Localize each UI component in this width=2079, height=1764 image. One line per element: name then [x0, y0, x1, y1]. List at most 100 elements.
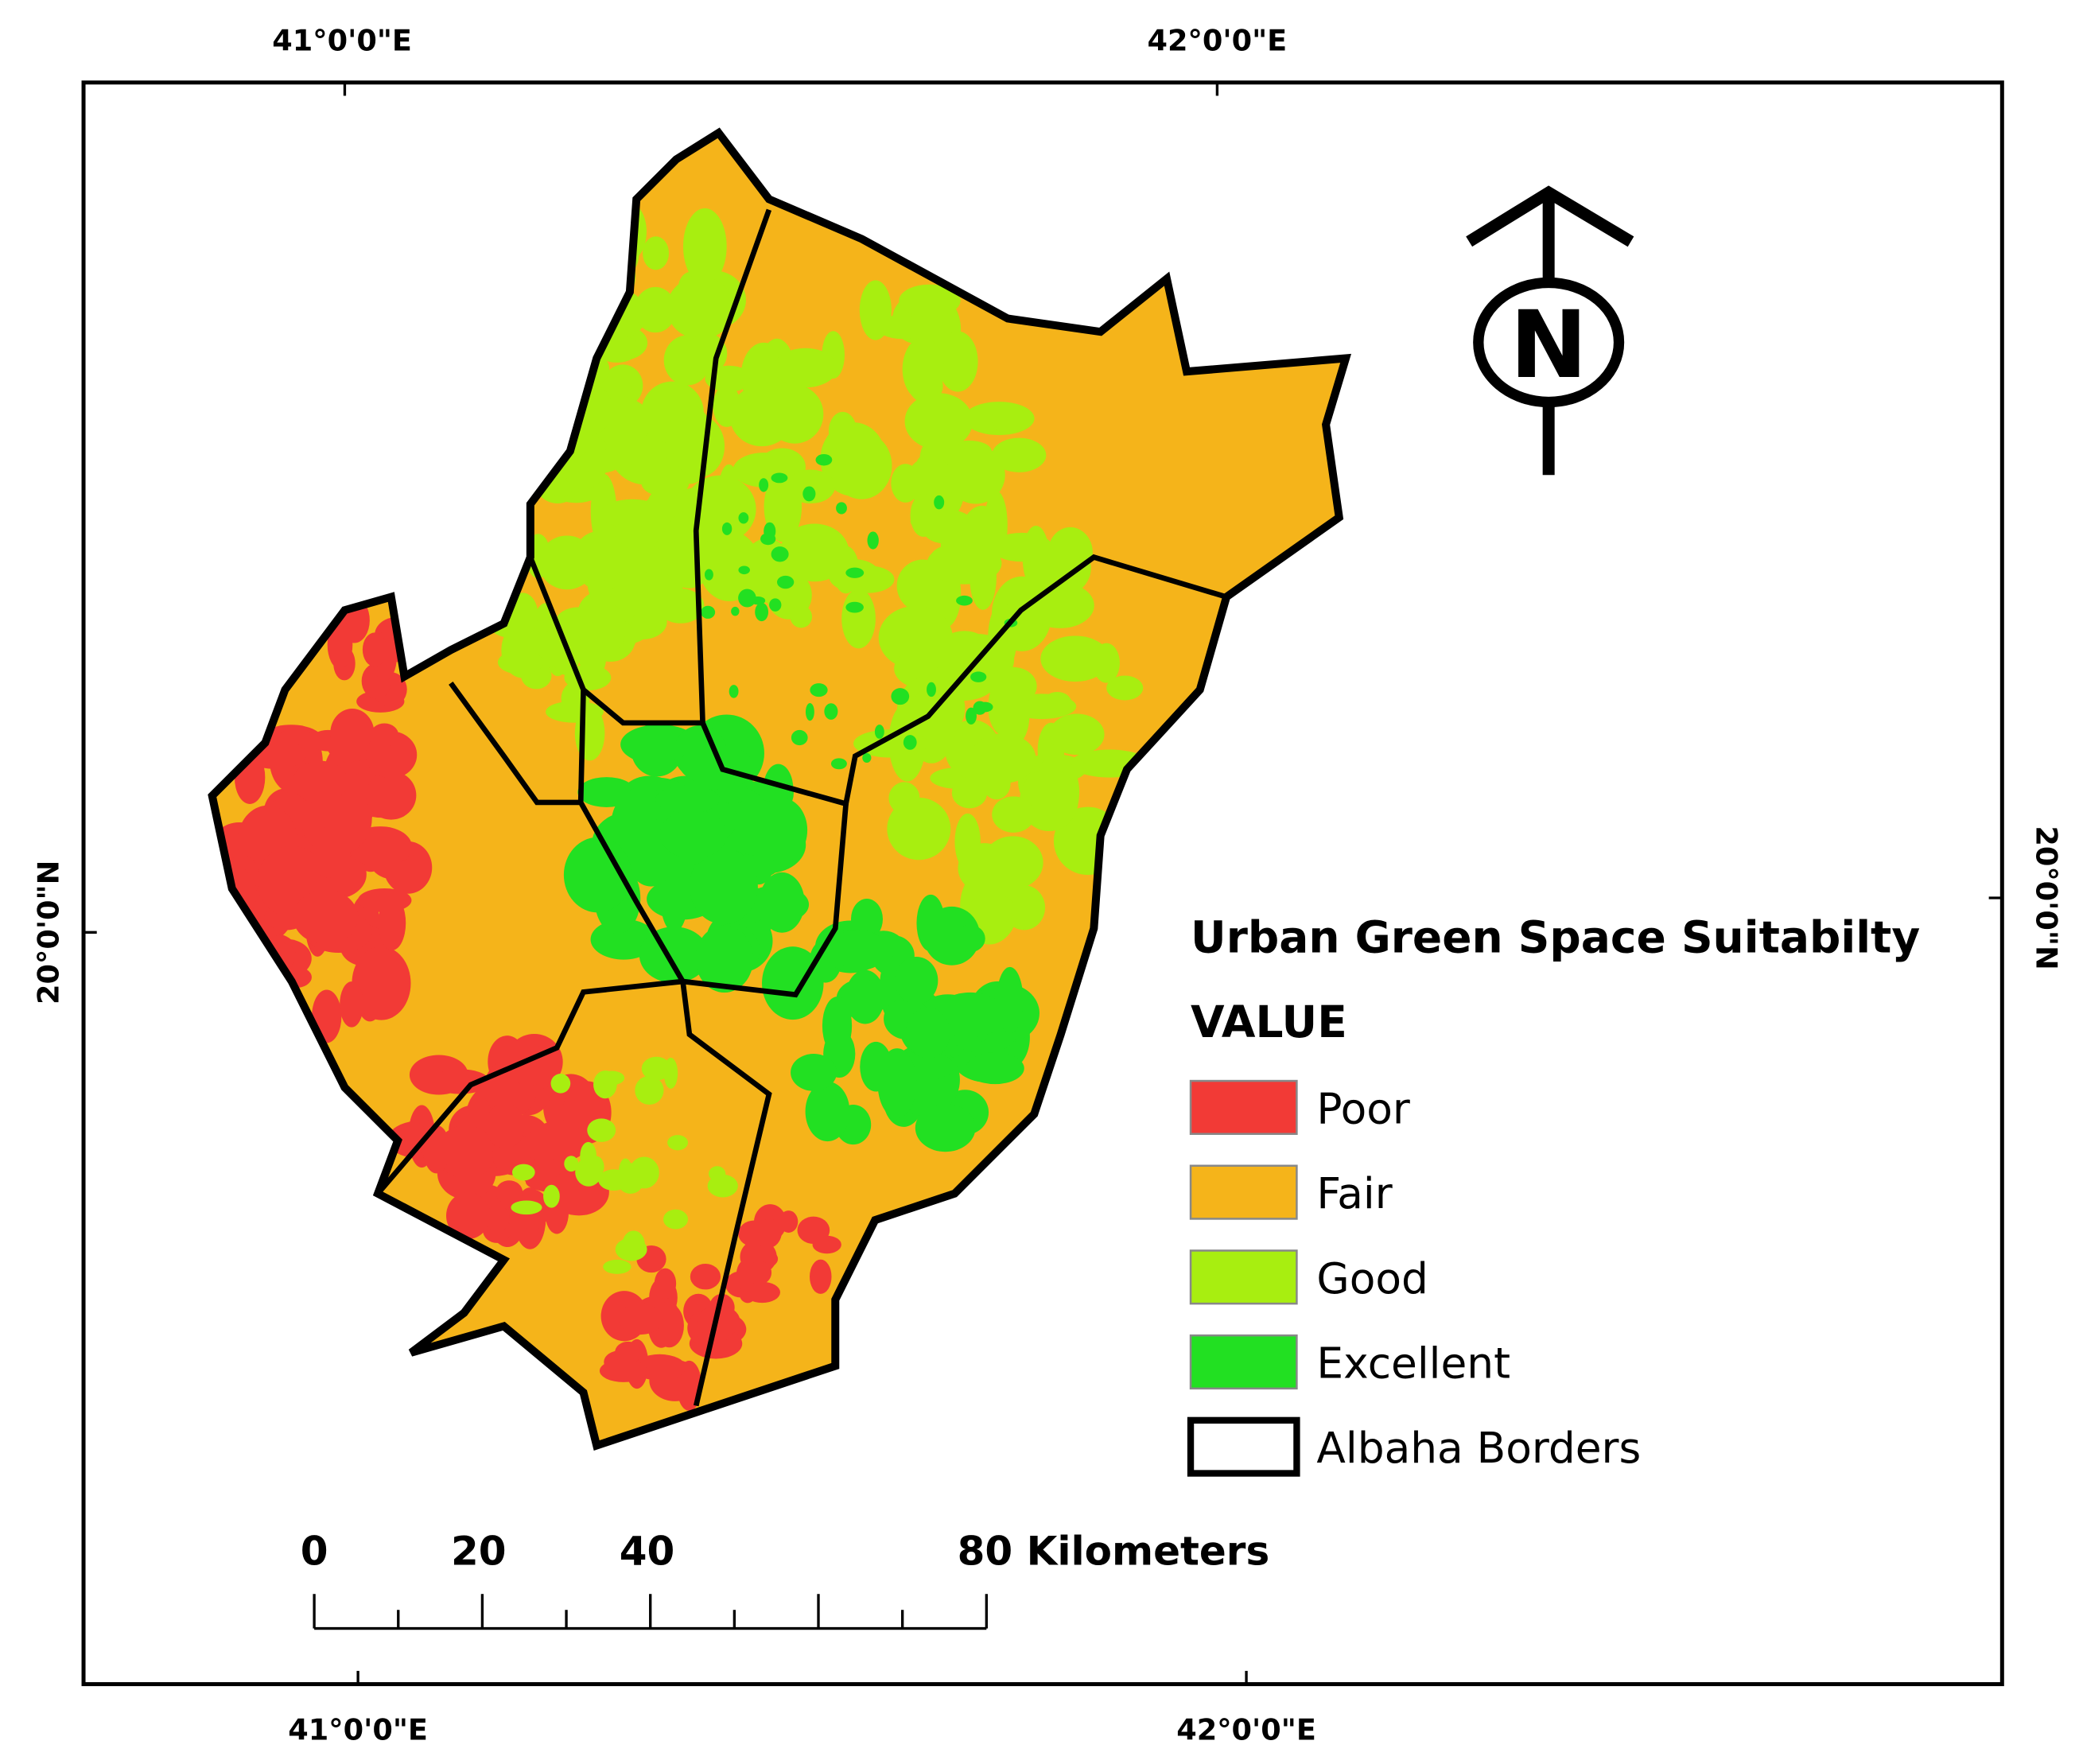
raster-patch — [497, 650, 544, 674]
raster-patch — [663, 1209, 689, 1230]
raster-patch — [615, 1341, 642, 1364]
raster-patch — [485, 1102, 525, 1149]
raster-patch — [830, 758, 847, 770]
top-label: 41°0'0"E — [272, 24, 412, 58]
raster-patch — [659, 810, 728, 859]
raster-patch — [836, 502, 847, 515]
raster-patch — [573, 530, 626, 581]
raster-patch — [1106, 675, 1144, 701]
raster-patch — [946, 445, 1005, 504]
raster-patch — [833, 546, 860, 594]
raster-patch — [575, 1157, 602, 1187]
raster-patch — [982, 836, 1043, 889]
raster-patch — [738, 565, 750, 575]
raster-patch — [862, 752, 872, 763]
raster-patch — [731, 606, 740, 616]
raster-patch — [812, 1235, 841, 1254]
raster-patch — [859, 280, 892, 340]
raster-patch — [810, 683, 828, 697]
raster-patch — [850, 899, 883, 940]
raster-patch — [891, 464, 920, 503]
raster-patch — [906, 457, 954, 507]
raster-patch — [618, 1304, 663, 1335]
raster-patch — [970, 733, 1036, 784]
raster-patch — [1026, 582, 1094, 628]
raster-patch — [697, 1305, 740, 1339]
raster-patch — [567, 283, 605, 351]
left-label: 20°0'0"N — [31, 861, 65, 1004]
raster-patch — [641, 1056, 671, 1081]
raster-patch — [357, 888, 412, 912]
raster-patch — [1043, 691, 1072, 714]
raster-patch — [759, 478, 769, 492]
scale-bar — [313, 1594, 988, 1630]
raster-patch — [755, 602, 769, 622]
raster-patch — [577, 600, 627, 656]
raster-patch — [927, 542, 1002, 585]
bottom-label: 42°0'0"E — [1176, 1713, 1316, 1747]
raster-patch — [762, 946, 824, 1020]
raster-patch — [485, 1205, 510, 1232]
raster-patch — [970, 671, 987, 682]
raster-patch — [771, 472, 788, 484]
raster-patch — [687, 500, 750, 526]
raster-patch — [738, 589, 756, 608]
raster-patch — [777, 575, 795, 589]
raster-patch — [1093, 643, 1120, 683]
raster-patch — [340, 981, 363, 1028]
legend-title: Urban Green Space Suitabilty — [1191, 911, 1920, 962]
raster-patch — [1040, 635, 1110, 682]
raster-patch — [701, 605, 716, 619]
scale-label: 0 — [301, 1529, 328, 1575]
raster-patch — [445, 1191, 490, 1240]
scale-label: 20 — [451, 1529, 507, 1575]
raster-patch — [966, 707, 977, 725]
raster-patch — [666, 276, 735, 340]
raster-patch — [550, 1074, 571, 1094]
raster-patch — [654, 1268, 677, 1300]
legend-label: Albaha Borders — [1316, 1423, 1641, 1473]
raster-patch — [903, 735, 917, 750]
raster-patch — [904, 393, 973, 450]
right-label: 20°0'0"N — [2030, 826, 2064, 969]
raster-patch — [327, 620, 353, 670]
raster-patch — [672, 415, 725, 478]
legend-swatch — [1189, 1334, 1298, 1390]
graticule-ticks — [84, 82, 2003, 1684]
legend: Poor Fair Good Excellent Albaha Borders — [1187, 1079, 1641, 1477]
north-label: N — [1510, 291, 1587, 399]
legend-label: Good — [1316, 1253, 1428, 1304]
raster-patch — [815, 453, 833, 466]
raster-patch — [293, 890, 359, 945]
raster-patch — [802, 486, 816, 502]
raster-patch — [935, 992, 1006, 1038]
raster-patch — [966, 1052, 1024, 1085]
raster-patch — [824, 703, 838, 720]
raster-patch — [771, 546, 789, 562]
raster-patch — [704, 569, 713, 581]
raster-patch — [790, 605, 813, 628]
raster-patch — [370, 723, 399, 747]
raster-patch — [729, 685, 739, 698]
raster-patch — [915, 1104, 976, 1152]
raster-patch — [769, 598, 782, 612]
raster-patch — [759, 872, 805, 933]
raster-patch — [600, 1070, 625, 1086]
raster-patch — [352, 946, 411, 1020]
legend-swatch — [1189, 1079, 1298, 1135]
raster-patch — [682, 208, 727, 285]
raster-patch — [988, 602, 1017, 672]
raster-patch — [366, 771, 417, 820]
raster-patch — [845, 601, 864, 613]
raster-patch — [805, 1081, 850, 1142]
raster-patch — [992, 796, 1036, 833]
raster-patch — [422, 1125, 450, 1174]
raster-patch — [577, 449, 623, 473]
raster-patch — [791, 1054, 837, 1091]
raster-patch — [519, 332, 589, 363]
raster-patch — [1049, 713, 1105, 756]
raster-patch — [511, 1164, 535, 1181]
raster-patch — [991, 403, 1025, 434]
